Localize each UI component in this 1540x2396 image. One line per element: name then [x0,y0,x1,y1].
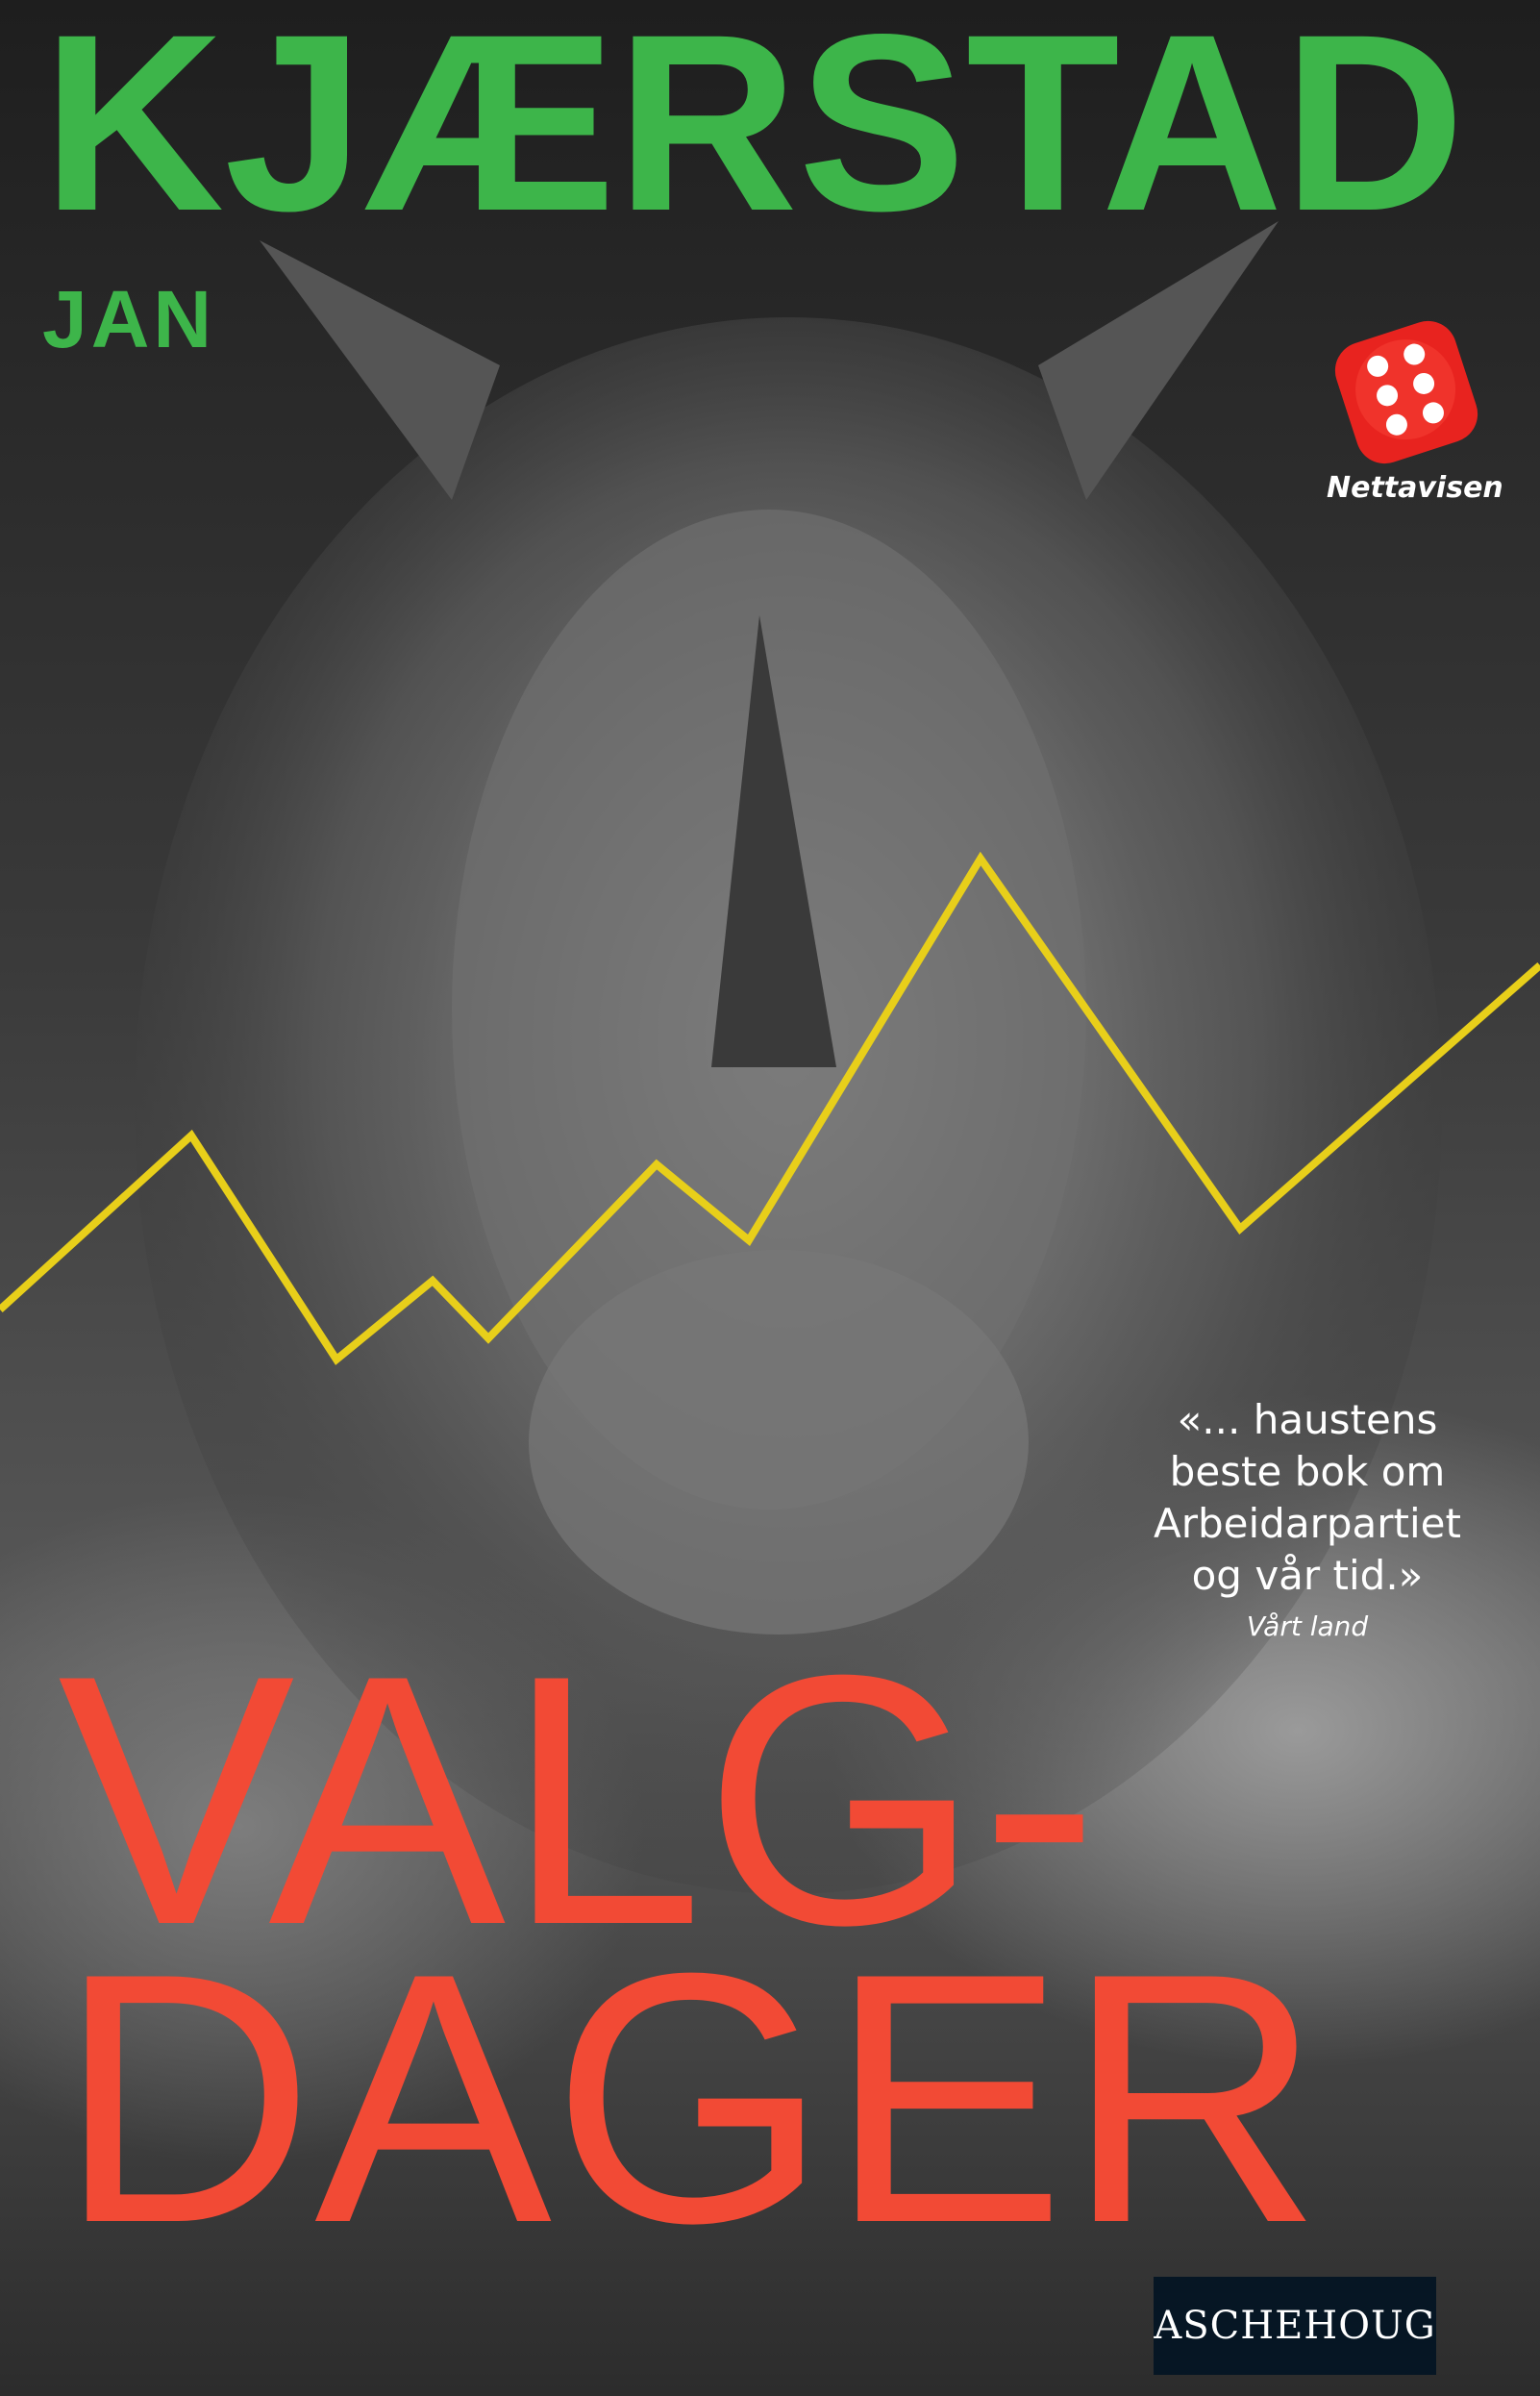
rhino-muzzle [529,1250,1029,1635]
author-first-name: JAN [42,274,216,364]
author-last-name: KJÆRSTAD [42,0,1465,263]
rhino-ear-left [260,240,500,500]
publisher-name: ASCHEHOUG [1154,2304,1436,2348]
publisher-logo: ASCHEHOUG [1154,2277,1436,2375]
rhino-horn [711,615,836,1067]
book-title-line-2: DAGER [58,1900,1323,2297]
rhino-ear-right [1038,221,1279,500]
book-title-line-1: VALG- [58,1602,1099,1999]
quote-source: Vårt land [1246,1610,1369,1642]
review-quote: «... haustens beste bok om Arbeidarparti… [1096,1394,1519,1602]
quote-line: og vår tid.» [1191,1552,1424,1599]
dice-six-icon [1334,320,1478,464]
quote-line: «... haustens [1177,1396,1438,1443]
quote-line: beste bok om [1169,1448,1446,1495]
review-badge-label: Nettavisen [1327,471,1503,505]
trend-line [0,851,1540,1365]
quote-line: Arbeidarpartiet [1154,1500,1461,1547]
